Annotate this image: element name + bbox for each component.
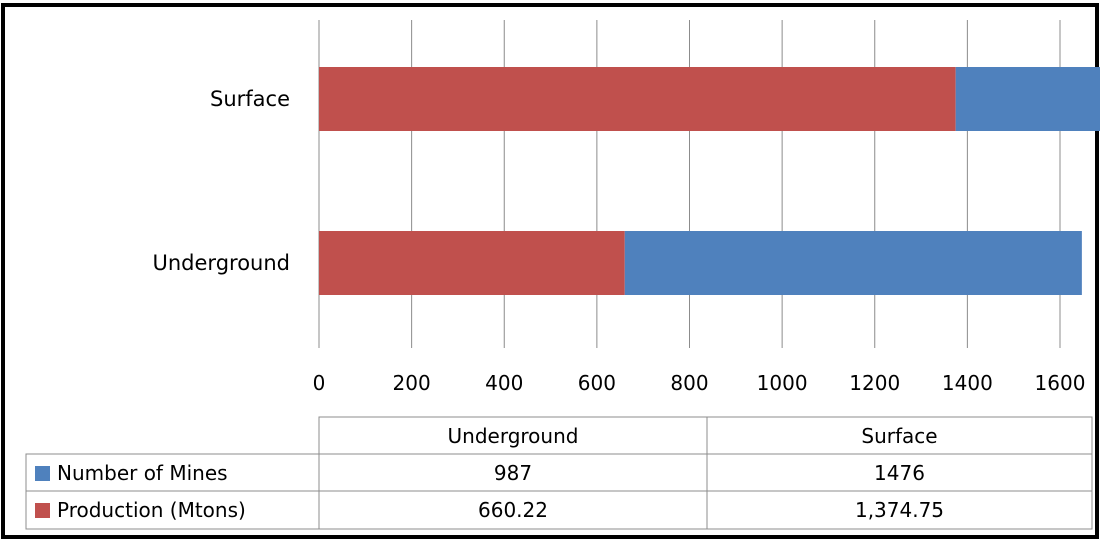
x-tick-label: 1600 bbox=[1035, 371, 1086, 395]
category-label-surface: Surface bbox=[210, 87, 290, 111]
legend-swatch bbox=[35, 466, 50, 481]
table-cell: 660.22 bbox=[478, 498, 548, 522]
x-tick-label: 400 bbox=[485, 371, 523, 395]
bar-underground-production bbox=[319, 231, 625, 295]
data-table: Underground Surface Number of Mines 987 1476… bbox=[25, 416, 1093, 530]
table-column-header: Surface bbox=[861, 424, 937, 448]
table-row-label: Number of Mines bbox=[57, 461, 228, 485]
table-cell: 1476 bbox=[874, 461, 925, 485]
table-row-label: Production (Mtons) bbox=[57, 498, 246, 522]
table-column-header: Underground bbox=[448, 424, 579, 448]
bars bbox=[319, 67, 1100, 295]
x-axis-ticks: 0 200 400 600 800 1000 1200 1400 1600 bbox=[313, 371, 1086, 395]
bar-surface-mines bbox=[955, 67, 1100, 131]
category-labels: Underground Surface bbox=[153, 87, 291, 275]
x-tick-label: 1200 bbox=[849, 371, 900, 395]
bar-surface-production bbox=[319, 67, 956, 131]
x-tick-label: 800 bbox=[670, 371, 708, 395]
category-label-underground: Underground bbox=[153, 251, 291, 275]
x-tick-label: 600 bbox=[578, 371, 616, 395]
x-tick-label: 0 bbox=[313, 371, 326, 395]
table-cell: 1,374.75 bbox=[855, 498, 944, 522]
x-tick-label: 200 bbox=[393, 371, 431, 395]
bar-underground-mines bbox=[624, 231, 1082, 295]
legend-swatch bbox=[35, 503, 50, 518]
x-tick-label: 1000 bbox=[757, 371, 808, 395]
x-tick-label: 1400 bbox=[942, 371, 993, 395]
table-cell: 987 bbox=[494, 461, 532, 485]
